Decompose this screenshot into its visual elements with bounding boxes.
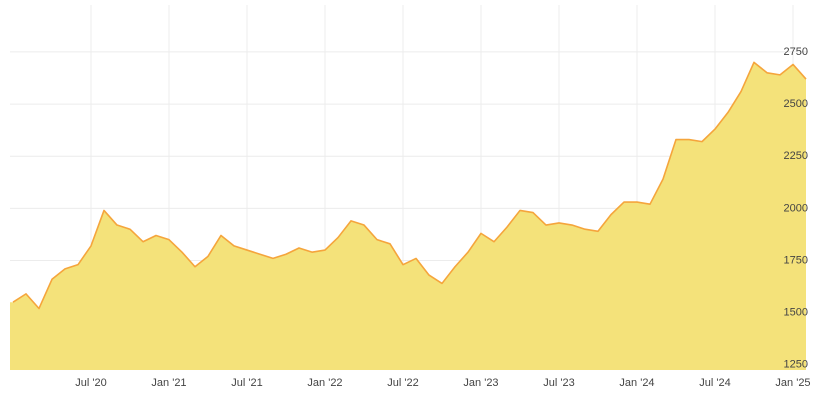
price-line [12,61,807,310]
x-tick-label: Jul '24 [699,377,730,389]
y-tick-label: 2000 [784,202,808,214]
y-tick-label: 2500 [784,98,808,110]
x-tick-label: Jan '22 [307,377,342,389]
x-tick-label: Jul '20 [75,377,106,389]
x-tick-label: Jul '23 [543,377,574,389]
x-tick-label: Jan '24 [619,377,654,389]
x-tick-label: Jul '22 [387,377,418,389]
x-tick-label: Jan '25 [775,377,810,389]
y-tick-label: 1750 [784,254,808,266]
y-tick-label: 1250 [784,359,808,371]
area-fill [10,62,806,370]
y-tick-label: 2750 [784,46,808,58]
y-tick-label: 2250 [784,150,808,162]
x-tick-label: Jan '23 [463,377,498,389]
x-tick-label: Jul '21 [231,377,262,389]
y-tick-label: 1500 [784,307,808,319]
x-tick-label: Jan '21 [151,377,186,389]
